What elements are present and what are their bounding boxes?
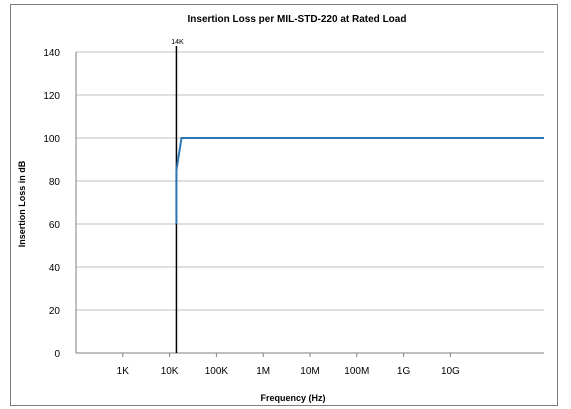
- plot-area: 0 20 40 60 80 100 120 140 1K 10K 100K 1M 10M 100M 1G 10…: [43, 39, 544, 377]
- x-tick-label: 10K: [161, 366, 179, 377]
- y-tick-label: 100: [43, 134, 60, 145]
- x-tick-label: 1K: [117, 366, 130, 377]
- x-tick-label: 10G: [441, 366, 460, 377]
- x-axis-label: Frequency (Hz): [260, 393, 325, 403]
- series-line: [175, 137, 544, 224]
- x-tick-label: 10M: [300, 366, 319, 377]
- chart-svg: Insertion Loss per MIL-STD-220 at Rated …: [17, 14, 544, 403]
- x-tick-label: 100M: [344, 366, 369, 377]
- y-tick-label: 140: [43, 48, 60, 59]
- x-tick-label: 1M: [256, 366, 270, 377]
- chart-title: Insertion Loss per MIL-STD-220 at Rated …: [188, 14, 407, 25]
- y-axis-label: Insertion Loss in dB: [17, 160, 27, 247]
- y-tick-label: 60: [49, 220, 61, 231]
- y-tick-label: 120: [43, 91, 60, 102]
- chart-frame: Insertion Loss per MIL-STD-220 at Rated …: [10, 4, 558, 406]
- x-tick-label: 1G: [397, 366, 411, 377]
- y-tick-label: 80: [49, 177, 61, 188]
- y-tick-label: 0: [54, 349, 60, 360]
- x-tick-label: 100K: [205, 366, 229, 377]
- y-tick-label: 40: [49, 263, 61, 274]
- annotation-label: 14K: [171, 39, 184, 46]
- y-tick-label: 20: [49, 306, 61, 317]
